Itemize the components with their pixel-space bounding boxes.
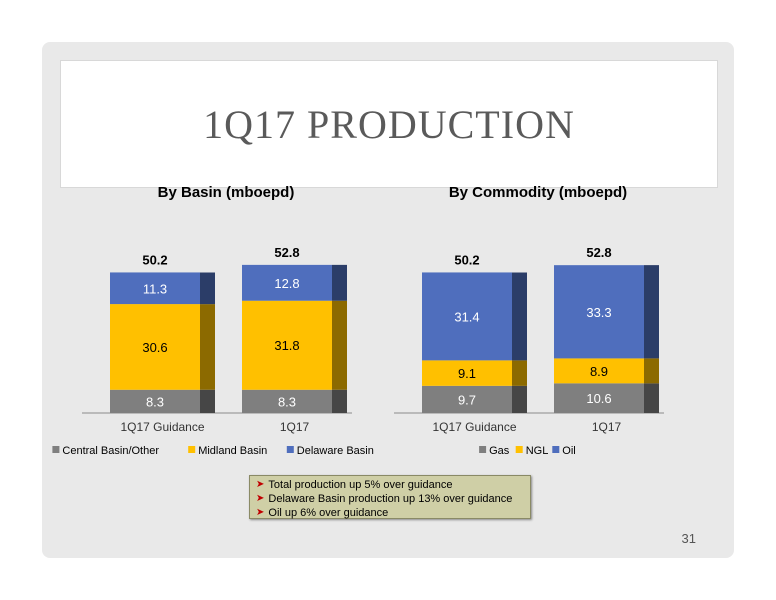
legend-swatch — [479, 446, 487, 453]
legend-label: Midland Basin — [198, 445, 267, 457]
bar-side — [332, 300, 347, 390]
chart-title: By Basin (mboepd) — [158, 184, 295, 201]
bar-segment — [242, 264, 332, 301]
data-label: 8.9 — [590, 364, 608, 379]
legend-swatch — [515, 446, 523, 453]
data-label: 11.3 — [143, 281, 167, 296]
bar-segment — [242, 300, 332, 390]
title-inner: 1Q17 PRODUCTION — [69, 67, 709, 181]
data-label: 31.4 — [454, 309, 479, 324]
data-label: 33.3 — [586, 305, 611, 320]
legend-label: NGL — [526, 445, 549, 457]
arrow-bullet-icon: ➤ — [256, 493, 265, 504]
basin-chart-svg: By Basin (mboepd) 8.3 30.6 11.3 50.2 1Q17 Gui… — [52, 184, 374, 457]
bar-side — [644, 383, 659, 413]
bar-segment — [110, 389, 200, 413]
data-label: 9.7 — [458, 392, 476, 407]
data-label: 8.3 — [146, 394, 164, 409]
bar-side — [512, 360, 527, 386]
category-label: 1Q17 Guidance — [120, 420, 204, 434]
legend-swatch — [552, 446, 560, 453]
basin-chart: By Basin (mboepd) 8.3 30.6 11.3 50.2 1Q17 Gui… — [52, 176, 382, 481]
page-number: 31 — [681, 531, 696, 546]
total-label: 52.8 — [274, 245, 299, 260]
legend-swatch — [52, 446, 60, 453]
title-box: 1Q17 PRODUCTION — [60, 60, 718, 188]
commodity-chart-svg: By Commodity (mboepd) 9.7 9.1 31.4 50.2 1Q17 … — [394, 184, 664, 457]
legend-label: Central Basin/Other — [62, 445, 159, 457]
legend-label: Gas — [489, 445, 510, 457]
bullet-row: ➤ Oil up 6% over guidance — [256, 506, 524, 520]
bullet-row: ➤ Total production up 5% over guidance — [256, 478, 524, 492]
arrow-bullet-icon: ➤ — [256, 479, 265, 490]
data-label: 30.6 — [142, 340, 167, 355]
data-label: 12.8 — [274, 276, 299, 291]
commodity-chart: By Commodity (mboepd) 9.7 9.1 31.4 50.2 1Q17 … — [394, 176, 694, 481]
bar-segment — [422, 385, 512, 413]
bar-segment — [554, 383, 644, 413]
bar-segment — [422, 360, 512, 386]
data-label: 10.6 — [586, 391, 611, 406]
category-label: 1Q17 — [592, 420, 622, 434]
legend-label: Delaware Basin — [297, 445, 374, 457]
total-label: 50.2 — [142, 252, 167, 267]
bullet-text: Oil up 6% over guidance — [268, 507, 389, 519]
bar-side — [200, 304, 215, 390]
summary-box: ➤ Total production up 5% over guidance ➤… — [249, 475, 531, 519]
bar-segment — [110, 272, 200, 305]
bar-side — [512, 385, 527, 413]
chart-title: By Commodity (mboepd) — [449, 184, 627, 201]
bullet-text: Delaware Basin production up 13% over gu… — [268, 493, 513, 505]
bar-segment — [110, 304, 200, 390]
bullet-text: Total production up 5% over guidance — [268, 479, 453, 491]
legend-swatch — [188, 446, 196, 453]
data-label: 8.3 — [278, 394, 296, 409]
bar-side — [332, 389, 347, 413]
total-label: 50.2 — [454, 252, 479, 267]
legend-swatch — [286, 446, 294, 453]
data-label: 31.8 — [274, 338, 299, 353]
slide-title: 1Q17 PRODUCTION — [203, 101, 575, 147]
data-label: 9.1 — [458, 366, 476, 381]
total-label: 52.8 — [586, 245, 611, 260]
slide: 1Q17 PRODUCTION By Basin (mboepd) 8.3 30.6… — [42, 42, 734, 558]
legend-label: Oil — [562, 445, 575, 457]
bar-side — [200, 272, 215, 305]
bar-side — [200, 389, 215, 413]
category-label: 1Q17 Guidance — [432, 420, 516, 434]
bar-side — [512, 272, 527, 361]
bullet-row: ➤ Delaware Basin production up 13% over … — [256, 492, 524, 506]
arrow-bullet-icon: ➤ — [256, 507, 265, 518]
category-label: 1Q17 — [280, 420, 310, 434]
bar-side — [644, 265, 659, 359]
bar-segment — [242, 389, 332, 413]
bar-side — [644, 358, 659, 384]
bar-segment — [554, 265, 644, 359]
bar-segment — [422, 272, 512, 361]
bar-side — [332, 264, 347, 301]
bar-segment — [554, 358, 644, 384]
